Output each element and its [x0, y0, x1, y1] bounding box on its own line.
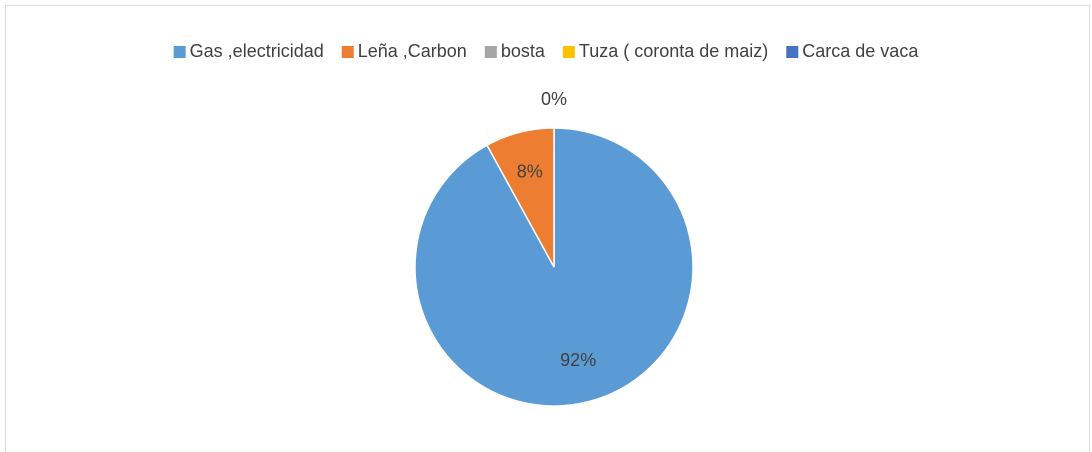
legend-label: Leña ,Carbon [358, 41, 467, 61]
data-label: 92% [560, 350, 596, 370]
pie-slice [486, 127, 555, 268]
legend-swatch [786, 46, 799, 58]
legend-swatch [173, 46, 186, 58]
legend-swatch [341, 46, 354, 58]
legend-swatch [484, 46, 497, 58]
data-label: 0% [541, 89, 567, 109]
legend-label: Tuza ( coronta de maiz) [579, 41, 768, 61]
legend-label: bosta [501, 41, 546, 61]
pie-slice [414, 127, 694, 407]
legend-label: Carca de vaca [802, 41, 919, 61]
legend: Gas ,electricidad Leña ,Carbon bosta Tuza (… [173, 41, 919, 61]
legend-swatch [562, 46, 575, 58]
data-label: 8% [517, 162, 543, 182]
legend-label: Gas ,electricidad [190, 41, 324, 61]
